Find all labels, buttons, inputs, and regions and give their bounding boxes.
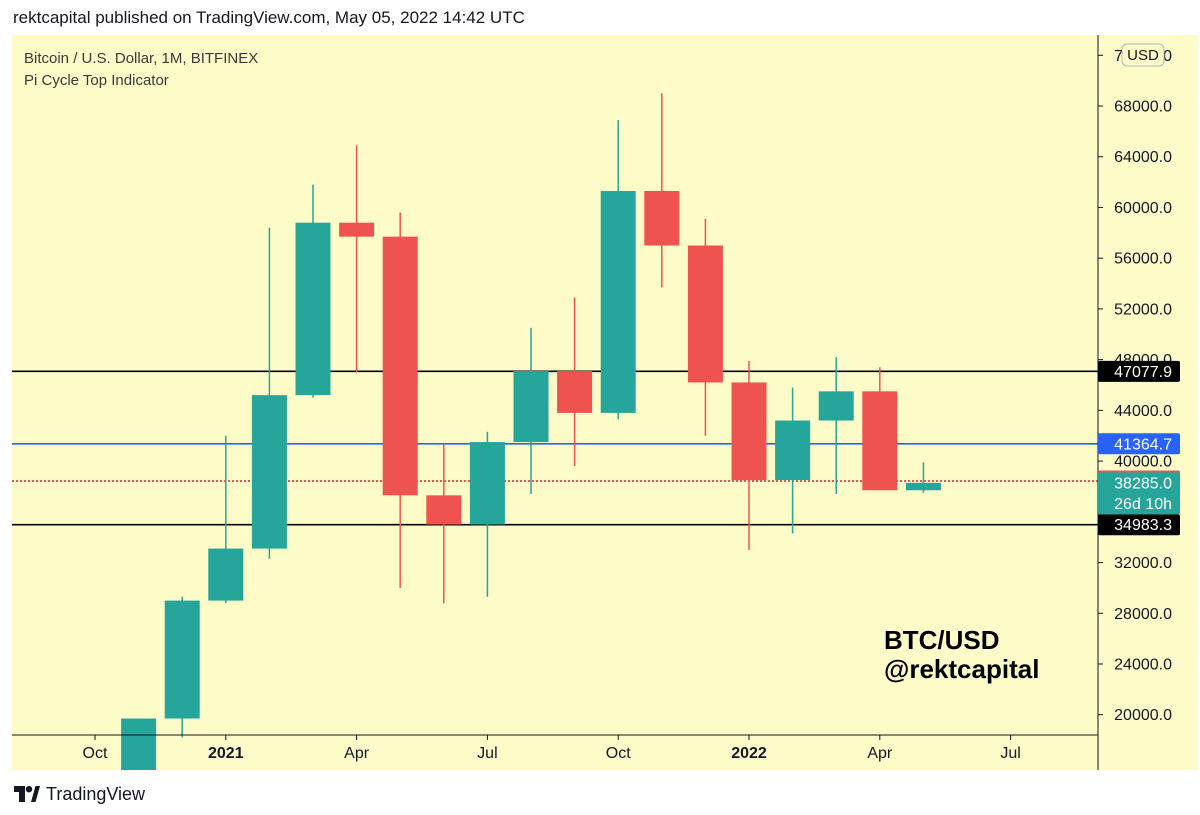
x-tick-label: 2022 xyxy=(731,745,767,762)
footer-brand: TradingView xyxy=(46,783,146,804)
candle-body-2021-03 xyxy=(295,222,331,396)
time-axis-background xyxy=(12,735,1098,770)
candle-body-2020-12 xyxy=(164,600,200,719)
x-tick-label: Oct xyxy=(606,745,631,762)
price-label-bg-3 xyxy=(1098,514,1180,536)
candlestick-chart[interactable]: 20000.024000.028000.032000.036000.040000… xyxy=(12,35,1198,801)
price-label-3: 34983.3 xyxy=(1114,517,1172,534)
x-tick-label: Jul xyxy=(1000,745,1020,762)
watermark-handle: @rektcapital xyxy=(884,654,1040,684)
candle-body-2021-06 xyxy=(426,495,462,525)
price-label-0: 47077.9 xyxy=(1114,364,1172,381)
candle-body-2021-11 xyxy=(644,190,680,246)
x-tick-label: Jul xyxy=(477,745,497,762)
currency-badge[interactable]: USD xyxy=(1121,43,1165,67)
price-axis-background xyxy=(1098,35,1198,770)
y-tick-label: 64000.0 xyxy=(1114,149,1172,166)
y-tick-label: 60000.0 xyxy=(1114,200,1172,217)
currency-label: USD xyxy=(1127,47,1159,64)
candle-body-2022-03 xyxy=(818,391,854,421)
candle-body-2021-01 xyxy=(208,548,244,601)
candle-body-2022-01 xyxy=(731,382,767,481)
candle-body-2021-10 xyxy=(600,190,636,413)
candle-body-2021-05 xyxy=(382,236,418,496)
candle-body-2021-12 xyxy=(687,245,723,383)
y-tick-label: 28000.0 xyxy=(1114,606,1172,623)
price-label-bg-1 xyxy=(1098,433,1180,455)
candle-body-2021-02 xyxy=(251,395,287,549)
chart-legend: Bitcoin / U.S. Dollar, 1M, BITFINEX Pi C… xyxy=(24,48,258,92)
candle-body-2021-08 xyxy=(513,371,549,443)
x-tick-label: 2021 xyxy=(208,745,244,762)
tradingview-logo-icon xyxy=(14,786,40,802)
y-tick-label: 44000.0 xyxy=(1114,403,1172,420)
x-tick-label: Apr xyxy=(344,745,370,762)
time-axis-ticks: Oct 2021 Apr Jul Oct 2022 Apr Jul xyxy=(83,735,1021,762)
price-label-bg-0 xyxy=(1098,360,1180,382)
candle-body-2020-11 xyxy=(121,718,157,794)
candle-body-2021-07 xyxy=(469,442,505,525)
symbol-title: Bitcoin / U.S. Dollar, 1M, BITFINEX xyxy=(24,50,259,67)
watermark-pair: BTC/USD xyxy=(884,625,1000,655)
horizontal-lines xyxy=(12,370,1098,526)
y-tick-label: 24000.0 xyxy=(1114,656,1172,673)
footer: TradingView xyxy=(14,782,145,806)
last-price-value: 38285.0 xyxy=(1114,475,1172,492)
candle-body-2022-02 xyxy=(775,420,811,481)
chart-frame[interactable]: 20000.024000.028000.032000.036000.040000… xyxy=(12,35,1198,801)
last-price-badge xyxy=(1098,472,1180,515)
last-price-countdown: 26d 10h xyxy=(1114,496,1172,513)
y-tick-label: 52000.0 xyxy=(1114,301,1172,318)
candle-body-2022-05 xyxy=(905,482,941,491)
price-label-1: 41364.7 xyxy=(1114,436,1172,453)
watermark-text: BTC/USD @rektcapital xyxy=(884,626,1039,684)
y-tick-label: 40000.0 xyxy=(1114,454,1172,471)
candle-body-2021-04 xyxy=(339,222,375,237)
publish-header: rektcapital published on TradingView.com… xyxy=(13,8,525,27)
candles xyxy=(121,93,941,801)
y-tick-label: 68000.0 xyxy=(1114,99,1172,116)
y-tick-label: 32000.0 xyxy=(1114,555,1172,572)
x-tick-label: Oct xyxy=(83,745,108,762)
x-tick-label: Apr xyxy=(867,745,893,762)
y-tick-label: 56000.0 xyxy=(1114,251,1172,268)
candle-body-2021-09 xyxy=(557,371,593,413)
candle-body-2022-04 xyxy=(862,391,898,491)
y-tick-label: 20000.0 xyxy=(1114,707,1172,724)
indicator-name: Pi Cycle Top Indicator xyxy=(24,72,169,89)
